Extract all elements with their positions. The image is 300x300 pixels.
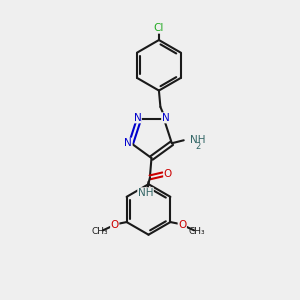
- Text: N: N: [162, 113, 170, 123]
- Text: N: N: [124, 138, 132, 148]
- Text: NH: NH: [190, 135, 205, 145]
- Text: O: O: [178, 220, 186, 230]
- Text: CH₃: CH₃: [92, 227, 108, 236]
- Text: Cl: Cl: [154, 23, 164, 33]
- Text: CH₃: CH₃: [189, 227, 206, 236]
- Text: N: N: [134, 113, 141, 123]
- Text: 2: 2: [196, 142, 201, 151]
- Text: O: O: [111, 220, 119, 230]
- Text: NH: NH: [138, 188, 153, 198]
- Text: O: O: [164, 169, 172, 179]
